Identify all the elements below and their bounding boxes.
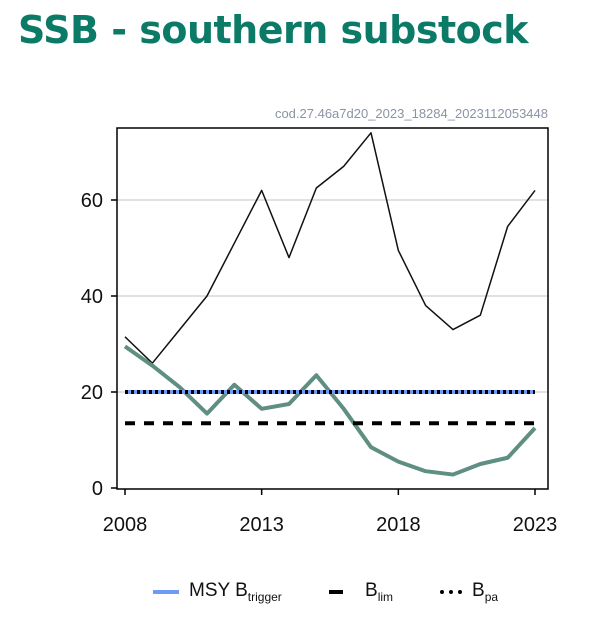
legend-item-msy-btrigger: MSY Btrigger [153,580,282,604]
ssb-line [123,344,537,477]
legend-item-blim: Blim [329,580,393,604]
legend-dashed-swatch [329,590,343,594]
grid-lines [117,199,548,393]
x-tick-label: 2023 [513,514,558,536]
legend-label-bpa: Bpa [472,580,499,604]
legend-label-msy: MSY Btrigger [189,580,282,604]
chart: cod.27.46a7d20_2023_18284_2023112053448 … [81,106,558,536]
y-tick-label: 0 [92,478,103,500]
legend-solid-swatch [153,590,179,594]
y-axis: 0 20 40 60 [81,190,117,500]
x-axis: 2008 2013 2018 2023 [103,489,558,536]
watermark-text: cod.27.46a7d20_2023_18284_2023112053448 [275,106,548,121]
ssb-upper-line [124,132,536,364]
chart-title: SSB - southern substock [18,8,529,52]
reference-lines [125,390,535,426]
legend: MSY Btrigger Blim Bpa [0,574,599,614]
x-tick-label: 2008 [103,514,148,536]
legend-label-blim: Blim [365,580,394,604]
y-tick-label: 20 [81,382,103,404]
x-tick-label: 2018 [376,514,421,536]
legend-dotted-swatch [440,590,462,594]
y-tick-label: 60 [81,190,103,212]
legend-item-bpa: Bpa [440,580,498,604]
y-tick-label: 40 [81,286,103,308]
x-tick-label: 2013 [239,514,284,536]
plot-frame [116,127,549,490]
